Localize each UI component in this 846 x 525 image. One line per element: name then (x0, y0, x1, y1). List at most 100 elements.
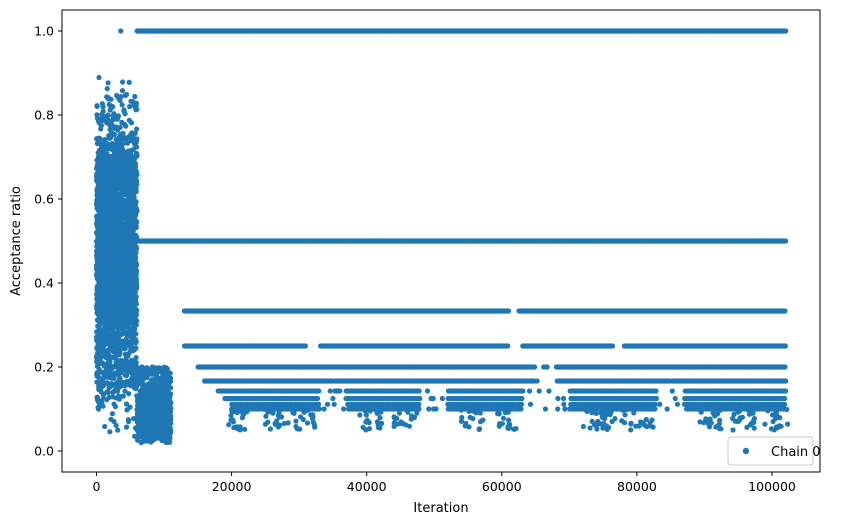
data-point (375, 424, 381, 431)
data-point (310, 412, 316, 418)
data-point (324, 401, 331, 407)
data-point (357, 412, 363, 418)
data-point (416, 401, 422, 407)
data-point (519, 395, 525, 402)
data-point (500, 415, 507, 421)
data-point (341, 406, 347, 412)
data-point (555, 395, 561, 402)
data-point (636, 423, 642, 429)
data-point (366, 426, 373, 432)
data-point (591, 404, 597, 410)
data-point (242, 426, 248, 432)
data-point (716, 421, 723, 427)
data-point (544, 364, 550, 370)
data-point (439, 395, 445, 402)
data-point (374, 410, 380, 416)
data-point (782, 343, 789, 349)
data-point (555, 406, 561, 412)
data-point (241, 410, 247, 416)
data-point (616, 404, 622, 410)
data-point (708, 420, 714, 426)
data-point (290, 402, 296, 408)
data-point (783, 378, 789, 384)
data-point (653, 395, 660, 402)
data-point (595, 421, 601, 427)
data-point (783, 28, 789, 34)
data-point (669, 388, 675, 394)
data-point (764, 404, 770, 410)
data-point (465, 406, 471, 412)
data-point (267, 408, 273, 414)
data-point (228, 417, 234, 423)
data-point (275, 424, 281, 430)
data-point (368, 404, 374, 410)
data-point (785, 421, 791, 427)
data-point (475, 403, 482, 409)
data-point (231, 424, 238, 431)
data-point (609, 343, 616, 349)
data-point (580, 423, 587, 430)
data-point (394, 421, 400, 427)
data-point (467, 414, 473, 420)
data-point (426, 406, 432, 412)
data-point (316, 401, 322, 407)
data-point (783, 388, 789, 394)
data-point (271, 402, 277, 408)
data-point (235, 403, 241, 409)
data-point (560, 395, 567, 402)
data-point (583, 404, 590, 410)
data-point (237, 427, 243, 433)
data-point (604, 404, 610, 410)
data-point (736, 418, 742, 424)
data-point (417, 395, 423, 402)
data-point (652, 401, 658, 407)
data-point (360, 424, 366, 430)
data-point (312, 424, 318, 430)
data-point (782, 308, 788, 314)
data-point (773, 415, 779, 422)
data-point (744, 404, 751, 410)
data-point (621, 420, 628, 426)
data-point (762, 421, 768, 427)
data-point (496, 423, 502, 429)
data-point (635, 402, 641, 408)
data-point (363, 412, 369, 418)
data-point (697, 419, 703, 425)
data-point (532, 364, 538, 370)
data-point (657, 401, 663, 407)
data-point (518, 401, 525, 407)
data-point (291, 410, 297, 416)
data-point (430, 395, 436, 402)
data-point (783, 238, 789, 244)
data-point (513, 426, 519, 432)
data-point (377, 415, 383, 421)
data-point (406, 423, 412, 429)
data-point (458, 403, 464, 409)
data-point (647, 420, 653, 426)
data-point (230, 409, 236, 415)
data-point (584, 408, 590, 414)
data-point (433, 406, 439, 412)
data-point (265, 419, 271, 425)
data-point (674, 401, 681, 407)
data-point (300, 416, 306, 423)
data-point (367, 408, 373, 414)
data-point (536, 388, 542, 394)
data-point (653, 388, 659, 394)
data-point (594, 426, 600, 432)
data-point (664, 406, 670, 412)
data-point (364, 417, 370, 423)
data-point (414, 410, 420, 416)
data-point (293, 418, 299, 424)
data-point (480, 417, 486, 423)
data-point (587, 425, 593, 431)
data-point (470, 405, 477, 411)
data-point (337, 388, 343, 394)
data-point (505, 308, 512, 314)
data-point (316, 406, 322, 412)
data-point (534, 378, 540, 384)
data-point (331, 401, 337, 407)
data-point (542, 406, 549, 412)
data-point (781, 402, 787, 408)
data-point (562, 406, 568, 412)
